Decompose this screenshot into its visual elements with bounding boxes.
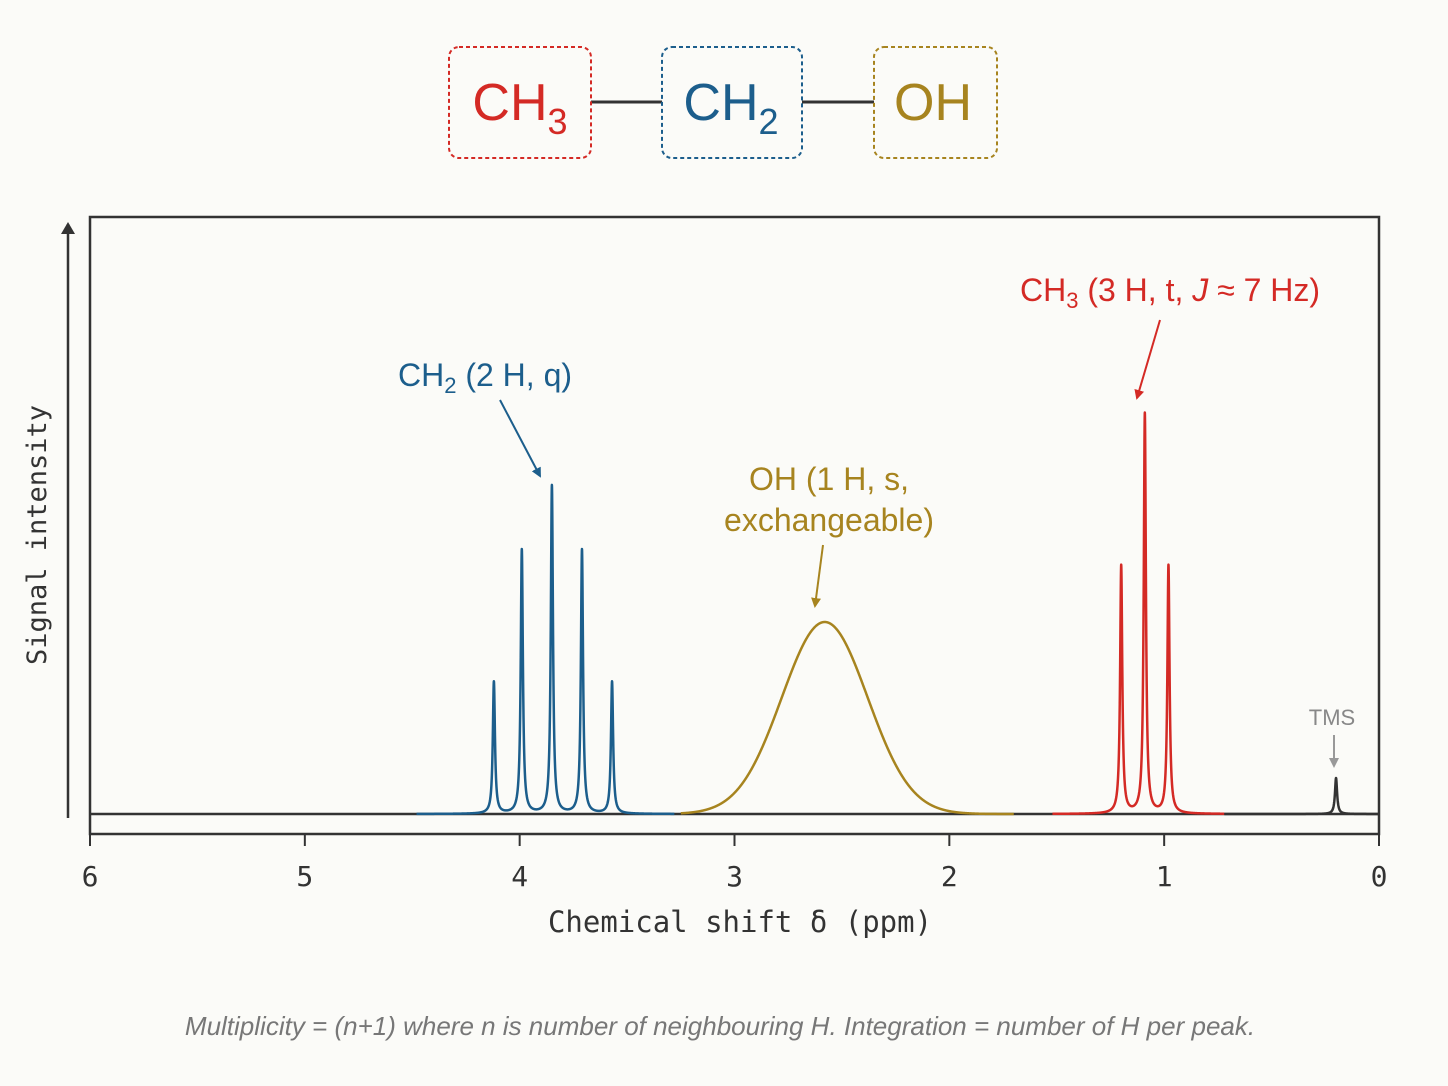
annotation-ch3-rest: (3 H, t,: [1078, 272, 1192, 308]
annotation-ch2-base: CH: [398, 357, 444, 393]
x-tick-label-3: 3: [726, 860, 743, 893]
x-tick-label-5: 1: [1156, 860, 1173, 893]
x-axis-label: Chemical shift δ (ppm): [548, 905, 932, 939]
spectrum: [90, 411, 1381, 816]
annotation-ch2-label: CH2 (2 H, q): [398, 357, 572, 398]
annotation-tms: TMS: [1309, 705, 1355, 768]
group-ch2-sub: 2: [759, 101, 779, 142]
annotation-oh: OH (1 H, s, exchangeable): [724, 461, 934, 608]
annotation-tms-label: TMS: [1309, 705, 1355, 730]
x-tick-label-2: 4: [511, 860, 528, 893]
x-tick-label-1: 5: [296, 860, 313, 893]
annotation-oh-line1: OH (1 H, s,: [749, 461, 909, 497]
x-tick-label-6: 0: [1371, 860, 1388, 893]
group-ch2-box: CH2: [661, 46, 803, 159]
annotation-ch2: CH2 (2 H, q): [398, 357, 572, 478]
y-axis-label: Signal intensity: [22, 405, 53, 665]
group-ch2-frame: [661, 46, 803, 159]
group-ch3-frame: [448, 46, 592, 159]
group-oh-label: OH: [894, 74, 972, 132]
x-tick-label-0: 6: [82, 860, 99, 893]
annotation-ch3-j: J: [1191, 272, 1209, 308]
molecule-structure: CH3 CH2 OH: [448, 46, 998, 159]
group-oh-frame: [873, 46, 998, 159]
group-ch3-box: CH3: [448, 46, 592, 159]
annotation-ch3-sub: 3: [1066, 288, 1078, 313]
spectrum-tms-signal: [1223, 776, 1381, 816]
annotation-oh-arrow: [811, 544, 824, 608]
x-axis-ticks: [89, 834, 1380, 846]
annotation-ch3-base: CH: [1020, 272, 1066, 308]
spectrum-ch3-signal: [1051, 411, 1226, 816]
annotation-ch2-arrow: [499, 399, 541, 478]
annotation-ch3-label: CH3 (3 H, t, J ≈ 7 Hz): [1020, 272, 1320, 313]
group-ch2-base: CH: [683, 74, 758, 132]
x-axis-tick-labels: 6 5 4 3 2 1 0: [82, 860, 1388, 893]
annotation-oh-line2: exchangeable): [724, 502, 934, 538]
group-ch3-label: CH3: [472, 74, 567, 142]
x-tick-label-4: 2: [941, 860, 958, 893]
annotation-ch3: CH3 (3 H, t, J ≈ 7 Hz): [1020, 272, 1320, 400]
group-ch2-label: CH2: [683, 74, 778, 142]
annotation-ch3-arrow: [1134, 319, 1161, 400]
annotation-ch2-rest: (2 H, q): [456, 357, 572, 393]
annotation-ch2-sub: 2: [444, 373, 456, 398]
spectrum-oh-signal: [679, 620, 1015, 816]
group-ch3-sub: 3: [548, 101, 568, 142]
group-oh-box: OH: [873, 46, 998, 159]
group-ch3-base: CH: [472, 74, 547, 132]
spectrum-ch2-signal: [415, 483, 676, 816]
annotation-ch3-rest2: ≈ 7 Hz): [1208, 272, 1320, 308]
footnote: Multiplicity = (n+1) where n is number o…: [185, 1011, 1255, 1041]
